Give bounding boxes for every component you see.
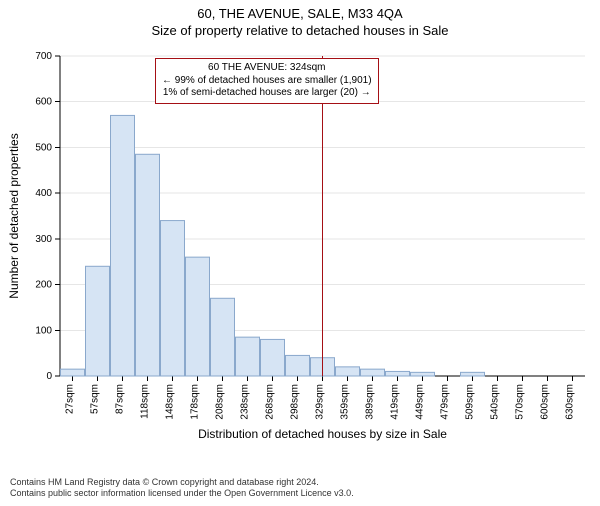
- bar: [211, 298, 235, 376]
- x-tick-label: 449sqm: [415, 384, 426, 420]
- footer-attribution: Contains HM Land Registry data © Crown c…: [10, 477, 354, 500]
- bar: [411, 372, 435, 376]
- footer-line-1: Contains HM Land Registry data © Crown c…: [10, 477, 354, 489]
- x-tick-label: 359sqm: [340, 384, 351, 420]
- x-tick-label: 208sqm: [215, 384, 226, 420]
- bars: [61, 115, 485, 376]
- bar: [111, 115, 135, 376]
- marker-annotation-box: 60 THE AVENUE: 324sqm ← 99% of detached …: [155, 58, 379, 104]
- annot-line-1: 60 THE AVENUE: 324sqm: [162, 62, 372, 75]
- x-tick-label: 630sqm: [565, 384, 576, 420]
- x-tick-label: 87sqm: [115, 384, 126, 414]
- bar: [361, 369, 385, 376]
- svg-text:700: 700: [35, 51, 52, 62]
- x-tick-label: 27sqm: [65, 384, 76, 414]
- x-tick-label: 238sqm: [240, 384, 251, 420]
- bar: [236, 337, 260, 376]
- bar: [286, 355, 310, 376]
- bar: [336, 367, 360, 376]
- bar: [261, 339, 285, 376]
- bar: [161, 221, 185, 376]
- footer-line-2: Contains public sector information licen…: [10, 488, 354, 500]
- bar: [461, 372, 485, 376]
- chart-container: 0 100 200 300 400 500 600 700 27sqm 57sqm 87sqm 118…: [0, 46, 600, 456]
- svg-text:500: 500: [35, 142, 52, 153]
- x-tick-label: 57sqm: [90, 384, 101, 414]
- svg-text:600: 600: [35, 97, 52, 108]
- bar: [386, 371, 410, 376]
- svg-text:400: 400: [35, 188, 52, 199]
- annot-line-2: ← 99% of detached houses are smaller (1,…: [162, 75, 372, 88]
- x-tick-label: 540sqm: [490, 384, 501, 420]
- histogram-chart: 0 100 200 300 400 500 600 700 27sqm 57sqm 87sqm 118…: [0, 46, 600, 456]
- bar: [86, 266, 110, 376]
- chart-title-sub: Size of property relative to detached ho…: [0, 23, 600, 38]
- x-tick-label: 509sqm: [465, 384, 476, 420]
- svg-text:200: 200: [35, 280, 52, 291]
- x-tick-label: 268sqm: [265, 384, 276, 420]
- x-axis-label: Distribution of detached houses by size …: [198, 427, 447, 441]
- x-tick-label: 178sqm: [190, 384, 201, 420]
- x-tick-label: 479sqm: [440, 384, 451, 420]
- x-tick-label: 298sqm: [290, 384, 301, 420]
- x-tick-label: 600sqm: [540, 384, 551, 420]
- y-axis-label: Number of detached properties: [7, 133, 21, 298]
- svg-text:100: 100: [35, 325, 52, 336]
- chart-title-main: 60, THE AVENUE, SALE, M33 4QA: [0, 6, 600, 21]
- svg-text:0: 0: [46, 371, 52, 382]
- x-tick-label: 329sqm: [315, 384, 326, 420]
- x-tick-label: 148sqm: [165, 384, 176, 420]
- x-tick-label: 118sqm: [140, 384, 151, 419]
- x-tick-label: 570sqm: [515, 384, 526, 420]
- x-tick-label: 419sqm: [390, 384, 401, 420]
- bar: [136, 154, 160, 376]
- bar: [61, 369, 85, 376]
- annot-line-3: 1% of semi-detached houses are larger (2…: [162, 87, 372, 100]
- bar: [186, 257, 210, 376]
- x-tick-label: 389sqm: [365, 384, 376, 420]
- svg-text:300: 300: [35, 234, 52, 245]
